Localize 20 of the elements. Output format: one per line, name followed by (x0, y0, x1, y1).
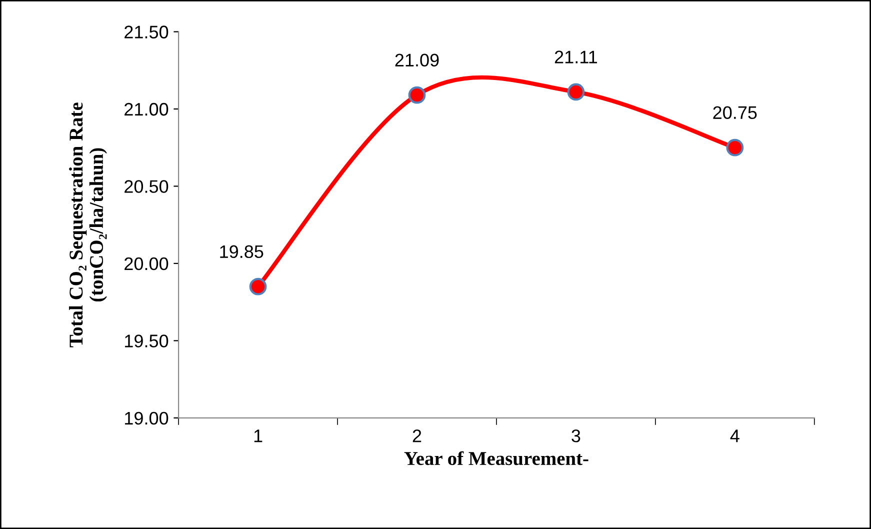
y-tick-label: 19.00 (125, 412, 168, 425)
x-tick-label: 1 (254, 430, 262, 442)
point (726, 138, 744, 156)
x-axis-title: Year of Measurement- (404, 451, 588, 466)
y-tick-label: 20.50 (124, 180, 168, 193)
data-label: 21.11 (554, 50, 597, 64)
x-tick-label: 2 (412, 430, 422, 442)
data-label: 21.09 (395, 54, 439, 67)
point (408, 86, 426, 104)
y-tick-label: 19.50 (125, 334, 168, 348)
x-tick-label: 3 (572, 430, 580, 442)
y-tick-label: 20.00 (124, 257, 168, 270)
x-tick-label: 4 (730, 430, 740, 442)
y-tick-label: 21.00 (124, 102, 168, 116)
point (249, 278, 267, 296)
point (567, 83, 585, 101)
data-label: 20.75 (713, 106, 757, 120)
data-label: 19.85 (220, 245, 264, 258)
y-tick-label: 21.50 (124, 26, 168, 38)
y-axis-title: Total CO₂ Sequestration Rate (tonCO₂/ha/tahun) (69, 102, 107, 348)
